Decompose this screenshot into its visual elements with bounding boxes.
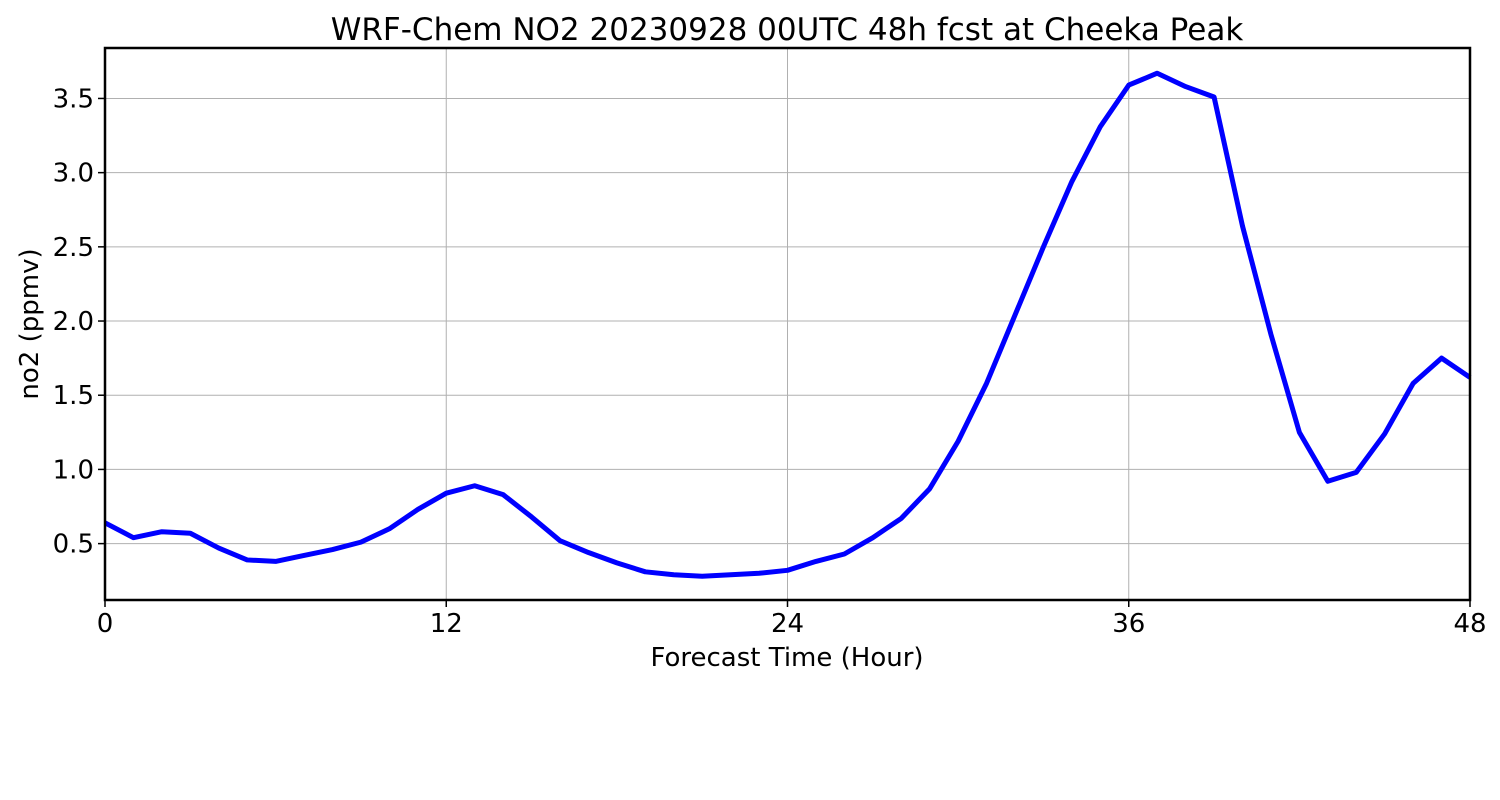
data-point <box>616 562 618 564</box>
data-point <box>1042 246 1044 248</box>
data-point <box>587 552 589 554</box>
data-point <box>900 517 902 519</box>
x-tick-label: 36 <box>1112 609 1145 639</box>
data-point <box>1099 126 1101 128</box>
data-point <box>1156 72 1158 74</box>
data-point <box>332 549 333 551</box>
data-point <box>1128 84 1130 86</box>
data-point <box>246 559 248 561</box>
data-point <box>531 516 533 518</box>
y-tick-label: 3.0 <box>53 159 94 189</box>
data-point <box>559 540 561 542</box>
data-point <box>189 532 191 534</box>
x-tick-label: 48 <box>1453 609 1486 639</box>
data-point <box>1298 431 1300 433</box>
data-point <box>815 560 817 562</box>
axis-ticks: 0 12 24 36 48 0.5 1.0 1.5 2.0 2.5 3.0 3.5 <box>53 84 1487 639</box>
data-point <box>644 571 646 573</box>
x-tick-label: 12 <box>430 609 463 639</box>
data-point <box>872 537 874 539</box>
data-point <box>1355 471 1357 473</box>
data-point <box>132 537 134 539</box>
data-point <box>787 569 788 571</box>
y-tick-label: 3.5 <box>53 84 94 114</box>
x-axis-label: Forecast Time (Hour) <box>650 643 923 673</box>
y-tick-label: 0.5 <box>53 530 94 560</box>
data-point <box>360 541 362 543</box>
data-point <box>474 485 476 487</box>
data-point <box>1327 480 1329 482</box>
data-point <box>161 531 163 533</box>
data-point <box>1441 357 1443 359</box>
data-point <box>1412 382 1414 384</box>
data-point <box>303 554 305 556</box>
data-point <box>701 575 703 577</box>
data-point <box>957 440 959 442</box>
data-point <box>417 508 419 510</box>
data-point <box>445 492 447 494</box>
data-point <box>730 574 732 576</box>
data-point <box>843 553 845 555</box>
y-tick-label: 1.5 <box>53 381 94 411</box>
data-point <box>502 494 504 496</box>
data-point <box>1185 86 1187 88</box>
data-point <box>1270 333 1272 335</box>
x-tick-label: 24 <box>771 609 804 639</box>
data-point <box>275 560 277 562</box>
data-point <box>929 488 931 490</box>
data-point <box>1384 433 1386 435</box>
series-line-group <box>103 70 1472 579</box>
plot-frame <box>103 46 1472 602</box>
x-tick-label: 0 <box>97 609 114 639</box>
data-point <box>673 574 675 576</box>
data-point <box>758 572 760 574</box>
chart-title: WRF-Chem NO2 20230928 00UTC 48h fcst at … <box>331 12 1244 48</box>
y-axis-label: no2 (ppmv) <box>15 248 45 399</box>
y-tick-label: 1.0 <box>53 455 94 485</box>
y-tick-label: 2.0 <box>53 307 94 337</box>
data-point <box>986 382 988 384</box>
data-point <box>388 528 390 530</box>
data-point <box>218 547 220 549</box>
data-point <box>1014 314 1016 316</box>
y-tick-label: 2.5 <box>53 233 94 263</box>
data-point <box>1071 181 1073 183</box>
data-point <box>1242 225 1243 227</box>
data-point <box>1213 96 1215 98</box>
